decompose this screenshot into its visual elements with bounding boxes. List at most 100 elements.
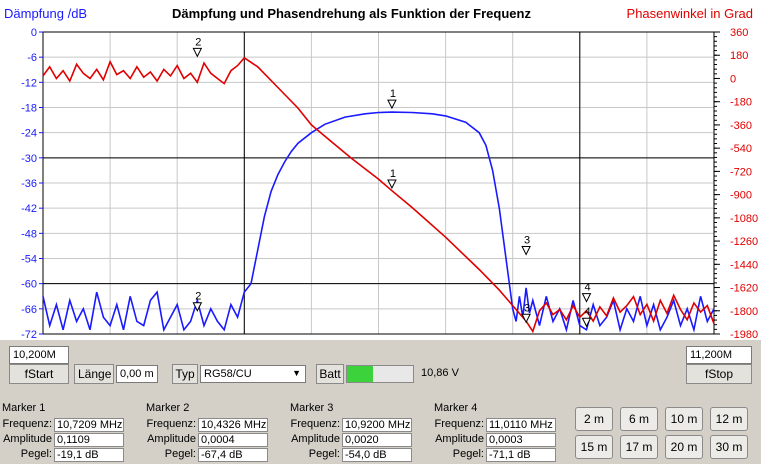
marker-amp-value: 0,0004	[198, 433, 268, 447]
y-right-tick-label: -180	[730, 97, 752, 109]
y-right-tick-label: -1980	[730, 329, 758, 340]
length-button-6m[interactable]: 6 m	[620, 407, 658, 431]
length-input[interactable]: 0,00 m	[116, 365, 158, 383]
marker-triangle	[521, 313, 531, 324]
type-label: Typ	[172, 364, 198, 384]
chart-title: Dämpfung und Phasendrehung als Funktion …	[172, 6, 531, 21]
marker-triangle	[387, 179, 397, 190]
marker-title: Marker 4	[434, 402, 478, 414]
right-axis-title: Phasenwinkel in Grad	[626, 6, 753, 21]
phase-series-line	[42, 56, 715, 334]
marker-triangle	[521, 246, 531, 256]
marker-pegel-value: -19,1 dB	[54, 448, 124, 462]
freq-label: Frequenz:	[2, 418, 52, 430]
marker-panel-4: Marker 4 Frequenz: 11,0110 MHz Amplitude…	[432, 400, 572, 464]
pegel-label: Pegel:	[20, 448, 52, 460]
marker-amp-value: 0,0020	[342, 433, 412, 447]
marker-panel-2: Marker 2 Frequenz: 10,4326 MHz Amplitude…	[144, 400, 284, 464]
chevron-down-icon: ▼	[292, 368, 301, 378]
y-right-tick-label: -1800	[730, 306, 758, 318]
length-button-2m[interactable]: 2 m	[575, 407, 613, 431]
y-left-tick-label: -6	[27, 52, 37, 64]
attenuation-series-line	[42, 111, 715, 333]
marker-panel-1: Marker 1 Frequenz: 10,7209 MHz Amplitude…	[0, 400, 140, 464]
type-select[interactable]: RG58/CU ▼	[200, 365, 306, 383]
marker-freq-value: 10,4326 MHz	[198, 418, 268, 432]
freq-label: Frequenz:	[146, 418, 196, 430]
pegel-label: Pegel:	[452, 448, 484, 460]
marker-freq-value: 10,9200 MHz	[342, 418, 412, 432]
battery-label: Batt	[316, 364, 344, 384]
type-select-value: RG58/CU	[204, 368, 252, 380]
marker-label: 4	[584, 282, 590, 294]
y-right-tick-label: -1440	[730, 259, 758, 271]
marker-pegel-value: -71,1 dB	[486, 448, 556, 462]
y-left-tick-label: -66	[21, 304, 37, 316]
marker-label: 2	[195, 291, 201, 303]
left-axis-title: Dämpfung /dB	[4, 6, 88, 21]
marker-amp-value: 0,1109	[54, 433, 124, 447]
y-right-tick-label: 180	[730, 50, 748, 62]
marker-freq-value: 10,7209 MHz	[54, 418, 124, 432]
y-right-tick-label: -360	[730, 120, 752, 132]
y-right-tick-label: 0	[730, 73, 736, 85]
y-left-tick-label: -42	[21, 203, 37, 215]
length-button-12m[interactable]: 12 m	[710, 407, 748, 431]
marker-label: 1	[390, 168, 396, 180]
y-left-tick-label: 0	[31, 27, 37, 39]
amp-label: Amplitude	[147, 433, 196, 445]
marker-title: Marker 3	[290, 402, 334, 414]
battery-bar	[346, 365, 414, 383]
freq-label: Frequenz:	[434, 418, 484, 430]
marker-triangle	[192, 302, 203, 312]
length-button-17m[interactable]: 17 m	[620, 435, 658, 459]
y-right-tick-label: -720	[730, 166, 752, 178]
marker-freq-value: 11,0110 MHz	[486, 418, 556, 432]
marker-triangle	[192, 47, 203, 58]
y-left-tick-label: -72	[21, 329, 37, 340]
fstart-button[interactable]: fStart	[9, 364, 69, 384]
marker-pegel-value: -54,0 dB	[342, 448, 412, 462]
length-button-10m[interactable]: 10 m	[665, 407, 703, 431]
y-left-tick-label: -36	[21, 178, 37, 190]
fstop-input[interactable]: 11,200M	[686, 346, 752, 364]
marker-title: Marker 2	[146, 402, 190, 414]
y-left-tick-label: -18	[21, 103, 37, 115]
marker-title: Marker 1	[2, 402, 46, 414]
marker-label: 3	[524, 302, 530, 314]
marker-label: 4	[584, 306, 590, 318]
y-left-tick-label: -48	[21, 228, 37, 240]
y-right-tick-label: -540	[730, 143, 752, 155]
y-left-tick-label: -54	[21, 254, 37, 266]
y-right-tick-label: -1260	[730, 236, 758, 248]
marker-pegel-value: -67,4 dB	[198, 448, 268, 462]
y-right-tick-label: 360	[730, 27, 748, 39]
y-left-tick-label: -12	[21, 77, 37, 89]
length-label: Länge	[74, 364, 114, 384]
chart-svg: 0 -6 -12 -18 -24 -30 -36 -42 -48 -54 -60 -66 -72 360 1…	[21, 27, 758, 340]
length-button-30m[interactable]: 30 m	[710, 435, 748, 459]
y-left-tick-label: -60	[21, 279, 37, 291]
amp-label: Amplitude	[291, 433, 340, 445]
y-right-tick-label: -900	[730, 190, 752, 202]
fstop-button[interactable]: fStop	[686, 364, 752, 384]
y-right-tick-label: -1080	[730, 213, 758, 225]
marker-label: 3	[524, 235, 530, 247]
pegel-label: Pegel:	[308, 448, 340, 460]
length-button-15m[interactable]: 15 m	[575, 435, 613, 459]
pegel-label: Pegel:	[164, 448, 196, 460]
amp-label: Amplitude	[435, 433, 484, 445]
marker-amp-value: 0,0003	[486, 433, 556, 447]
length-button-20m[interactable]: 20 m	[665, 435, 703, 459]
chart-area: Dämpfung /dB Dämpfung und Phasendrehung …	[0, 0, 761, 340]
freq-label: Frequenz:	[290, 418, 340, 430]
fstart-input[interactable]: 10,200M	[9, 346, 69, 364]
marker-triangle	[581, 317, 592, 328]
y-right-tick-label: -1620	[730, 283, 758, 295]
battery-voltage: 10,86 V	[421, 367, 459, 379]
marker-label: 1	[390, 88, 396, 100]
battery-bar-fill	[347, 366, 374, 382]
marker-label: 2	[195, 36, 201, 48]
y-left-tick-label: -24	[21, 128, 37, 140]
marker-panel-3: Marker 3 Frequenz: 10,9200 MHz Amplitude…	[288, 400, 428, 464]
